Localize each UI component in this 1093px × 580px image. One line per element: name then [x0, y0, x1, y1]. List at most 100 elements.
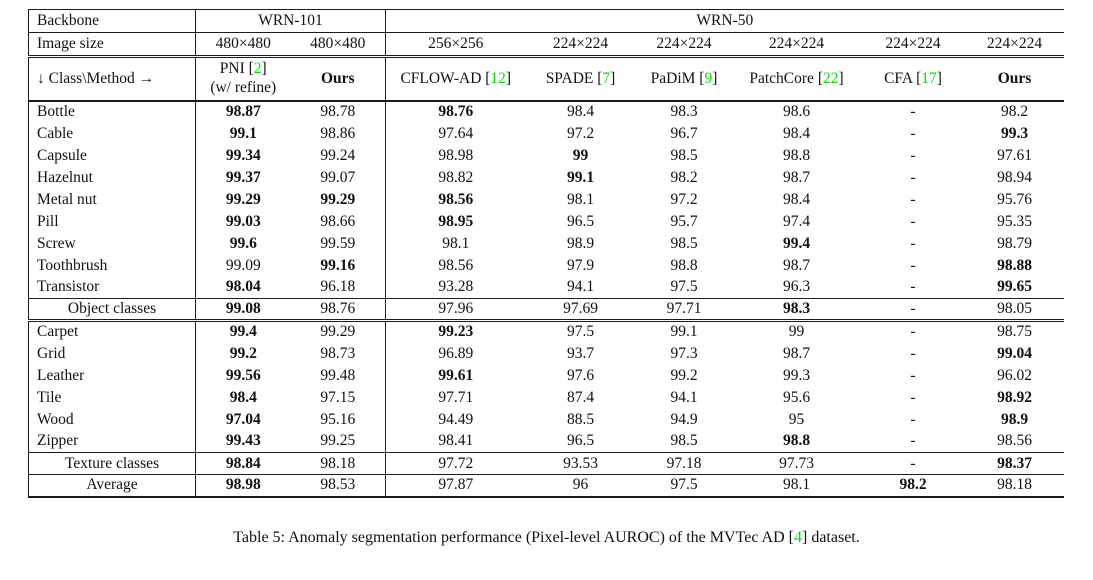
cell-toothbrush-3: 97.9 [566, 256, 595, 274]
cell-tile-1: 97.15 [320, 388, 356, 406]
cell-transistor-5: 96.3 [782, 278, 811, 296]
cell-metal-nut-7: 95.76 [997, 190, 1032, 208]
cell-transistor-1: 96.18 [320, 278, 356, 296]
method-note: (w/ refine) [210, 79, 277, 97]
table-row-capsule: Capsule 99.34 99.24 98.98 99 98.5 98.8 - 97.61 [29, 144, 1064, 167]
method-name: Ours [320, 69, 355, 87]
cell-transistor-3: 94.1 [566, 278, 595, 296]
method-header-patchcore-5: PatchCore [22] [733, 57, 861, 101]
cell-zipper-5: 98.8 [782, 432, 811, 450]
cell-average-2: 97.87 [385, 474, 526, 497]
cell-pill-3: 96.5 [566, 212, 595, 230]
table-body: Bottle 98.87 98.78 98.76 98.4 98.3 98.6-98.2 Ca… [28, 100, 1064, 497]
cell-hazelnut-5: 98.7 [782, 168, 811, 186]
cell-capsule-4: 98.5 [670, 146, 698, 164]
cell-metal-nut-2: 98.56 [385, 188, 526, 211]
cell-leather-0: 99.56 [195, 364, 291, 387]
cell-pill-0: 99.03 [195, 210, 291, 233]
cell-screw-7: 98.79 [997, 234, 1032, 252]
cell-average-7: 98.18 [997, 476, 1032, 494]
cell-cable-5: 98.4 [782, 124, 811, 142]
backbone-label: Backbone [37, 12, 99, 30]
image-size-2: 256×256 [385, 32, 526, 57]
row-label: Tile [37, 388, 62, 406]
cell-hazelnut-6: - [910, 168, 916, 186]
cell-hazelnut-2: 98.82 [385, 166, 526, 189]
cell-capsule-1: 99.24 [320, 146, 356, 164]
table-row-average: Average 98.98 98.53 97.87 96 97.5 98.1 98.2 98.1… [29, 474, 1064, 497]
method-name: CFLOW-AD [12] [400, 69, 512, 87]
table-row-metal-nut: Metal nut 99.29 99.29 98.56 98.1 97.2 98.4 - 95.… [29, 188, 1064, 211]
cell-zipper-3: 96.5 [566, 432, 595, 450]
cell-tile-3: 87.4 [566, 388, 595, 406]
cell-carpet-6: - [910, 323, 916, 341]
cell-metal-nut-4: 97.2 [670, 190, 698, 208]
cell-screw-0: 99.6 [195, 232, 291, 255]
cell-wood-6: - [910, 410, 916, 428]
cell-toothbrush-4: 98.8 [670, 256, 698, 274]
cell-toothbrush-0: 99.09 [195, 254, 291, 277]
image-size-5: 224×224 [768, 35, 825, 53]
row-label: Grid [37, 344, 66, 362]
cell-capsule-7: 97.61 [997, 146, 1032, 164]
table-row-transistor: Transistor 98.04 96.18 93.28 94.1 97.5 96.3 - 99… [28, 276, 1064, 299]
cell-bottle-5: 98.6 [782, 103, 811, 121]
cell-tile-4: 94.1 [670, 388, 698, 406]
backbone-group-wrn-50: WRN-50 [385, 9, 1064, 33]
cell-leather-4: 99.2 [670, 366, 698, 384]
table-row-carpet: Carpet 99.4 99.29 99.23 97.5 99.1 99 - 98.75 [29, 320, 1064, 343]
image-size-7: 224×224 [986, 35, 1043, 53]
cell-metal-nut-6: - [910, 190, 916, 208]
cell-leather-5: 99.3 [782, 366, 811, 384]
cell-object-classes-7: 98.05 [997, 300, 1032, 318]
cell-capsule-5: 98.8 [782, 146, 811, 164]
cell-average-3: 96 [572, 476, 589, 494]
table-row-cable: Cable 99.1 98.86 97.64 97.2 96.7 98.4 - 99.3 [29, 122, 1064, 145]
cell-tile-2: 97.71 [385, 386, 526, 409]
cell-screw-3: 98.9 [566, 234, 595, 252]
cell-cable-7: 99.3 [1000, 124, 1029, 142]
cell-wood-2: 94.49 [385, 408, 526, 431]
table-header: Backbone WRN-101 WRN-50 Image size 480×480 48… [28, 9, 1064, 101]
cell-leather-6: - [910, 366, 916, 384]
table-row-toothbrush: Toothbrush 99.09 99.16 98.56 97.9 98.8 98.7 - 98… [29, 254, 1064, 277]
row-label: Leather [37, 366, 85, 384]
method-header-cflow-ad-2: CFLOW-AD [12] [385, 56, 526, 101]
cell-pill-5: 97.4 [782, 212, 811, 230]
method-citation: 12 [490, 69, 506, 87]
class-method-label: ↓ Class\Method → [37, 69, 155, 87]
cell-hazelnut-3: 99.1 [566, 168, 595, 186]
cell-zipper-7: 98.56 [997, 432, 1032, 450]
cell-tile-7: 98.92 [997, 388, 1032, 406]
table-row-zipper: Zipper 99.43 99.25 98.41 96.5 98.5 98.8 - 98.56 [28, 430, 1064, 453]
row-label: Average [86, 476, 138, 494]
cell-object-classes-5: 98.3 [782, 300, 811, 318]
image-size-label: Image size [37, 35, 104, 53]
caption-text-suffix: ] dataset. [801, 528, 860, 546]
cell-screw-5: 99.4 [782, 234, 811, 252]
cell-grid-5: 98.7 [782, 344, 811, 362]
method-header-cfa-6: CFA [17] [861, 57, 966, 101]
image-size-1: 480×480 [310, 35, 366, 53]
cell-wood-7: 98.9 [1000, 410, 1029, 428]
cell-screw-6: - [910, 234, 916, 252]
cell-tile-5: 95.6 [782, 388, 811, 406]
method-citation: 9 [704, 69, 713, 87]
cell-zipper-4: 98.5 [670, 432, 698, 450]
backbone-row: Backbone WRN-101 WRN-50 [28, 9, 1064, 33]
cell-transistor-6: - [910, 278, 916, 296]
cell-carpet-2: 99.23 [385, 320, 526, 343]
cell-carpet-5: 99 [788, 323, 805, 341]
cell-cable-0: 99.1 [195, 122, 291, 145]
table-caption: Table 5: Anomaly segmentation performanc… [0, 529, 1093, 547]
cell-texture-classes-1: 98.18 [320, 454, 356, 472]
image-size-0: 480×480 [195, 32, 291, 57]
cell-bottle-1: 98.78 [320, 103, 356, 121]
cell-pill-1: 98.66 [320, 212, 356, 230]
cell-screw-4: 98.5 [670, 234, 698, 252]
cell-capsule-0: 99.34 [195, 144, 291, 167]
cell-toothbrush-7: 98.88 [997, 256, 1032, 274]
cell-wood-5: 95 [788, 410, 805, 428]
cell-tile-0: 98.4 [195, 386, 291, 409]
row-label: Screw [37, 234, 76, 252]
